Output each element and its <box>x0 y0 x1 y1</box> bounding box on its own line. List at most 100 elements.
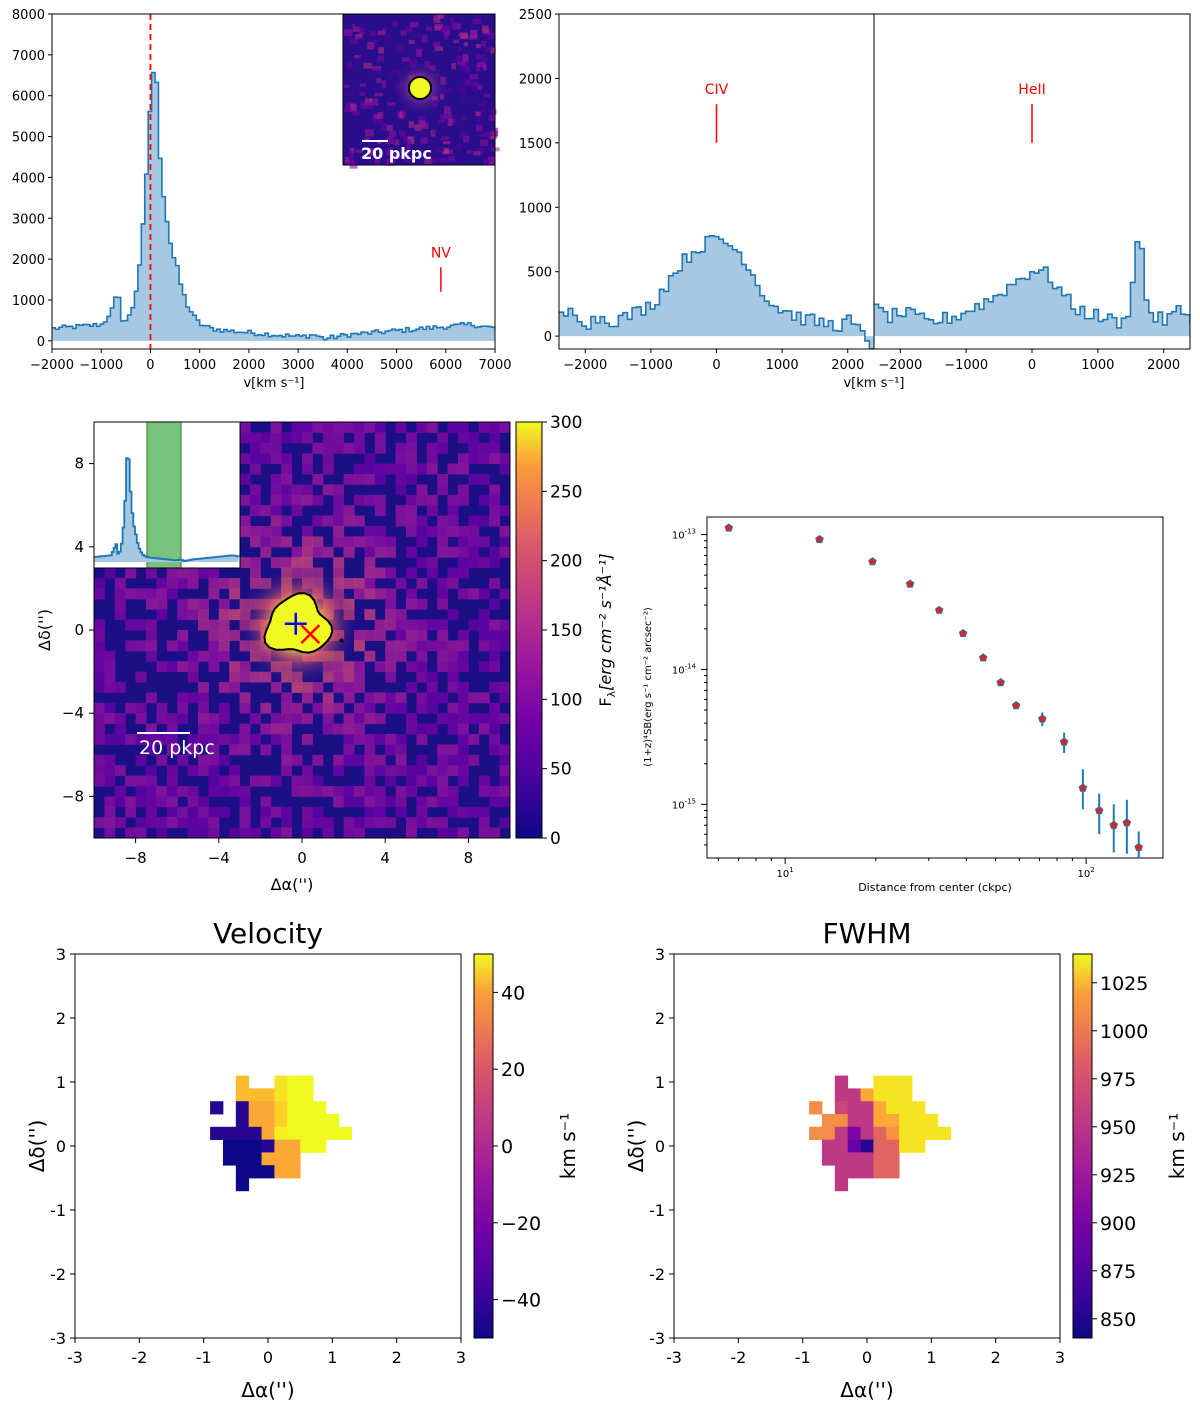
inset-noise-pixel <box>453 39 459 44</box>
map-noise-pixel <box>354 734 365 745</box>
map-noise-pixel <box>489 796 501 808</box>
inset-noise-pixel <box>455 55 463 62</box>
map-noise-pixel <box>156 598 168 610</box>
map-noise-pixel <box>354 786 365 797</box>
map-noise-pixel <box>385 546 397 558</box>
map-noise-pixel <box>374 546 386 558</box>
map-noise-pixel <box>250 671 261 683</box>
map-noise-pixel <box>260 442 272 454</box>
inset-noise-pixel <box>387 101 396 106</box>
map-cell <box>937 1126 952 1140</box>
map-noise-pixel <box>478 630 490 641</box>
map-noise-pixel <box>374 588 386 600</box>
map-noise-pixel <box>229 578 241 589</box>
civ-spectrum-fill <box>559 234 874 349</box>
map-noise-pixel <box>177 630 189 641</box>
map-colorbar-label-unit: [erg cm⁻² s⁻¹Å⁻¹] <box>596 553 615 690</box>
map-cb-tick-label: 150 <box>550 621 582 641</box>
map-noise-pixel <box>302 432 313 444</box>
map-noise-pixel <box>333 557 345 569</box>
inset-noise-pixel <box>483 159 488 165</box>
y-tick-label: 1 <box>655 1073 665 1092</box>
map-noise-pixel <box>489 640 501 652</box>
map-noise-pixel <box>281 557 293 569</box>
map-noise-pixel <box>250 432 261 444</box>
inset-noise-pixel <box>391 20 399 27</box>
map-inset-spectrum <box>93 421 241 569</box>
map-noise-pixel <box>291 682 303 693</box>
sb-profile-panel: 101 102 10-15 10-14 10-13 Distance from cent… <box>643 516 1164 894</box>
map-noise-pixel <box>125 827 137 838</box>
map-noise-pixel <box>426 775 438 787</box>
map-noise-pixel <box>354 536 365 548</box>
profile-x-tick-label: 102 <box>1078 866 1095 880</box>
map-noise-pixel <box>114 796 126 808</box>
inset-noise-pixel <box>405 144 411 152</box>
map-noise-pixel <box>229 765 241 777</box>
map-cell <box>338 1126 353 1140</box>
map-colorbar-label-sub: λ <box>605 690 618 697</box>
map-noise-pixel <box>395 619 407 631</box>
map-cell <box>274 1101 288 1115</box>
inset-noise-pixel <box>487 32 495 40</box>
map-noise-pixel <box>468 734 480 745</box>
cb-tick-label: 975 <box>1100 1069 1136 1091</box>
map-cell <box>222 1126 237 1140</box>
map-noise-pixel <box>187 817 199 829</box>
map-noise-pixel <box>499 526 510 537</box>
map-noise-pixel <box>489 494 501 506</box>
map-noise-pixel <box>281 463 293 475</box>
map-noise-pixel <box>354 640 365 652</box>
inset-noise-pixel <box>476 115 485 124</box>
map-noise-pixel <box>250 484 261 496</box>
map-cell <box>873 1165 887 1179</box>
map-noise-pixel <box>447 671 459 683</box>
x-tick-label: 7000 <box>478 358 511 373</box>
inset-noise-pixel <box>352 110 360 116</box>
inset-noise-pixel <box>345 102 354 109</box>
map-noise-pixel <box>437 578 449 589</box>
nv-marker-label: NV <box>431 245 451 261</box>
map-cell <box>847 1139 861 1153</box>
map-noise-pixel <box>458 567 469 579</box>
map-noise-pixel <box>135 796 147 808</box>
map-noise-pixel <box>385 567 397 579</box>
map-noise-pixel <box>458 536 469 548</box>
map-noise-pixel <box>270 494 282 506</box>
map-noise-pixel <box>499 692 510 704</box>
map-noise-pixel <box>343 754 355 766</box>
map-noise-pixel <box>250 567 261 579</box>
map-noise-pixel <box>458 713 469 725</box>
map-noise-pixel <box>468 806 480 818</box>
map-noise-pixel <box>187 765 199 777</box>
inset-noise-pixel <box>472 18 481 25</box>
inset-noise-pixel <box>445 29 451 36</box>
inset-noise-pixel <box>360 101 368 109</box>
map-noise-pixel <box>156 609 168 621</box>
map-noise-pixel <box>156 713 168 725</box>
map-cell <box>248 1139 262 1153</box>
map-noise-pixel <box>177 661 189 673</box>
map-noise-pixel <box>416 775 428 787</box>
map-noise-pixel <box>250 526 261 537</box>
y-tick-label: 5000 <box>12 131 45 146</box>
map-cell <box>886 1152 900 1166</box>
map-noise-pixel <box>437 588 449 600</box>
map-noise-pixel <box>426 422 438 433</box>
map-noise-pixel <box>478 557 490 569</box>
inset-noise-pixel <box>425 26 432 31</box>
velocity-map-panel: Velocity -3-3 -2 -2 -1 -1 0 0 1 1 2 2 3 3 Δα('') Δδ(… <box>25 917 580 1402</box>
map-noise-pixel <box>364 463 376 475</box>
map-noise-pixel <box>385 775 397 787</box>
map-noise-pixel <box>406 505 417 517</box>
map-cell <box>834 1178 849 1192</box>
inset-noise-pixel <box>436 148 442 153</box>
map-noise-pixel <box>458 806 469 818</box>
map-cell <box>261 1152 275 1166</box>
cb-tick-label: 20 <box>501 1059 525 1081</box>
map-noise-pixel <box>198 765 209 777</box>
inset-noise-pixel <box>349 154 354 158</box>
inset-noise-pixel <box>376 55 385 62</box>
map-noise-pixel <box>270 827 282 838</box>
x-tick-label: -3 <box>67 1348 83 1367</box>
